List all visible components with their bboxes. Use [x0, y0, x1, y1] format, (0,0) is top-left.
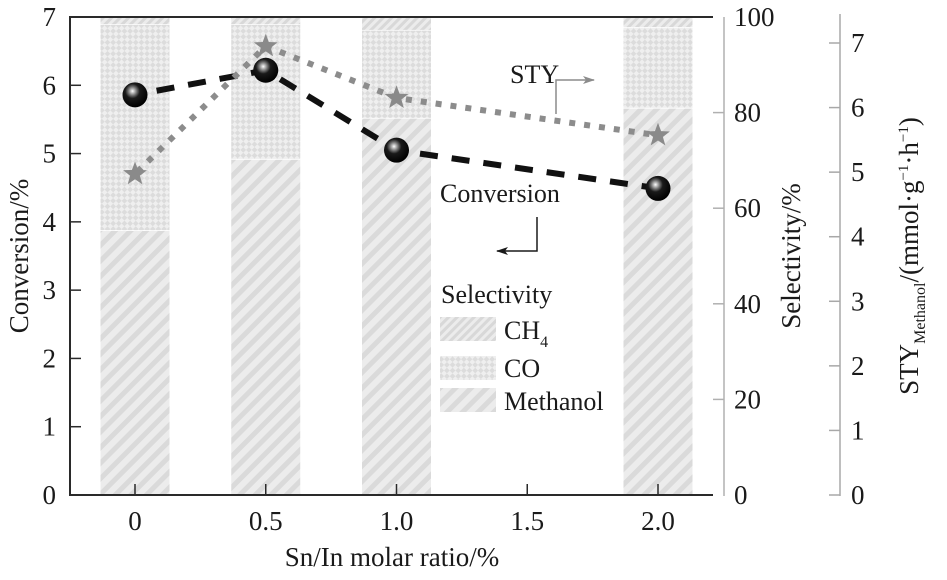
- bar-segment-methanol-0: [100, 230, 170, 496]
- bar-segment-methanol-1: [362, 117, 431, 495]
- right-tick-label: 80: [734, 98, 761, 128]
- left-axis-title: Conversion/%: [4, 179, 34, 334]
- far-right-title-sup1: −1: [896, 165, 912, 181]
- left-tick-label: 3: [43, 275, 57, 305]
- far-right-tick-label: 7: [851, 28, 865, 58]
- sty-annotation: STY: [510, 60, 559, 89]
- left-tick-label: 2: [43, 343, 57, 373]
- legend-label-co: CO: [504, 354, 540, 383]
- conversion-line: [134, 67, 659, 192]
- far-right-tick-label: 0: [851, 480, 865, 510]
- bar-segment-methanol-2: [623, 107, 693, 495]
- legend-title: Selectivity: [441, 280, 552, 309]
- legend-swatch-ch4: [440, 317, 496, 341]
- far-right-tick-label: 1: [851, 415, 865, 445]
- sty-point-0_5: [253, 33, 278, 57]
- conversion-annotation: Conversion: [440, 179, 560, 208]
- far-right-title-sub: Methanol: [912, 282, 929, 344]
- axes: [69, 14, 841, 496]
- right-tick-label: 20: [734, 384, 761, 414]
- left-tick-label: 6: [43, 70, 57, 100]
- far-right-tick-label: 3: [851, 286, 865, 316]
- x-axis-title: Sn/In molar ratio/%: [285, 542, 499, 572]
- bar-segment-ch4-0: [100, 17, 170, 25]
- far-right-title-sup2: −1: [896, 126, 912, 142]
- conversion-point-1: [384, 137, 409, 163]
- right-tick-label: 100: [734, 2, 775, 32]
- legend-swatch-co: [440, 356, 496, 380]
- far-right-tick-label: 2: [851, 351, 865, 381]
- right-axis-title: Selectivity/%: [776, 183, 806, 328]
- bar-segment-ch4-1: [362, 17, 431, 30]
- conversion-arrow-icon: [496, 217, 538, 255]
- bar-segment-co-0: [100, 24, 170, 231]
- far-right-title-unit: /(mmol·g: [894, 181, 924, 283]
- right-tick-label: 40: [734, 289, 761, 319]
- stacked-bars: [100, 16, 693, 496]
- left-tick-label: 4: [43, 207, 57, 237]
- x-tick-label: 1.5: [510, 506, 544, 536]
- conversion-point-0_5: [253, 57, 279, 83]
- right-tick-label: 0: [734, 480, 748, 510]
- left-tick-label: 5: [43, 139, 57, 169]
- bar-segment-co-1: [362, 29, 431, 118]
- far-right-title-main: STY: [894, 344, 924, 395]
- right-axis-ticks: 0 20 40 60 80 100: [713, 2, 775, 510]
- far-right-tick-label: 5: [851, 157, 865, 187]
- far-right-axis-ticks: 0 1 2 3 4 5 6 7: [829, 28, 865, 510]
- x-axis-ticks: 0 0.5 1.0 1.5 2.0: [128, 484, 675, 536]
- x-tick-label: 2.0: [641, 506, 675, 536]
- x-tick-label: 0.5: [249, 506, 283, 536]
- x-tick-label: 1.0: [380, 506, 414, 536]
- sty-arrow-icon: [555, 76, 595, 114]
- bar-segment-co-2: [623, 27, 693, 108]
- legend-label-methanol: Methanol: [504, 387, 604, 416]
- far-right-tick-label: 4: [851, 222, 865, 252]
- far-right-title-end: ): [894, 117, 924, 126]
- far-right-tick-label: 6: [851, 93, 865, 123]
- far-right-title-mid: ·h: [894, 142, 924, 165]
- left-tick-label: 7: [43, 2, 57, 32]
- left-tick-label: 1: [43, 412, 57, 442]
- sty-point-0: [123, 161, 147, 185]
- sty-point-1: [384, 85, 409, 108]
- right-tick-label: 60: [734, 193, 761, 223]
- sty-line: [132, 42, 659, 177]
- series-markers: [122, 33, 671, 201]
- sty-point-2: [646, 122, 670, 146]
- x-tick-label: 0: [128, 506, 142, 536]
- left-tick-label: 0: [43, 480, 57, 510]
- legend-swatch-methanol: [440, 388, 496, 412]
- bar-segment-methanol-0_5: [231, 158, 301, 495]
- conversion-point-0: [122, 82, 148, 108]
- legend: Selectivity CH4 CO Methanol: [440, 280, 604, 416]
- conversion-point-2: [645, 175, 671, 201]
- series-lines: [132, 42, 659, 192]
- left-axis-ticks: 0 1 2 3 4 5 6 7: [43, 2, 81, 510]
- bar-segment-ch4-2: [623, 17, 693, 28]
- legend-label-ch4: CH4: [504, 316, 548, 351]
- far-right-axis-title: STYMethanol/(mmol·g−1·h−1): [894, 117, 929, 395]
- bar-segment-ch4-0_5: [231, 17, 301, 25]
